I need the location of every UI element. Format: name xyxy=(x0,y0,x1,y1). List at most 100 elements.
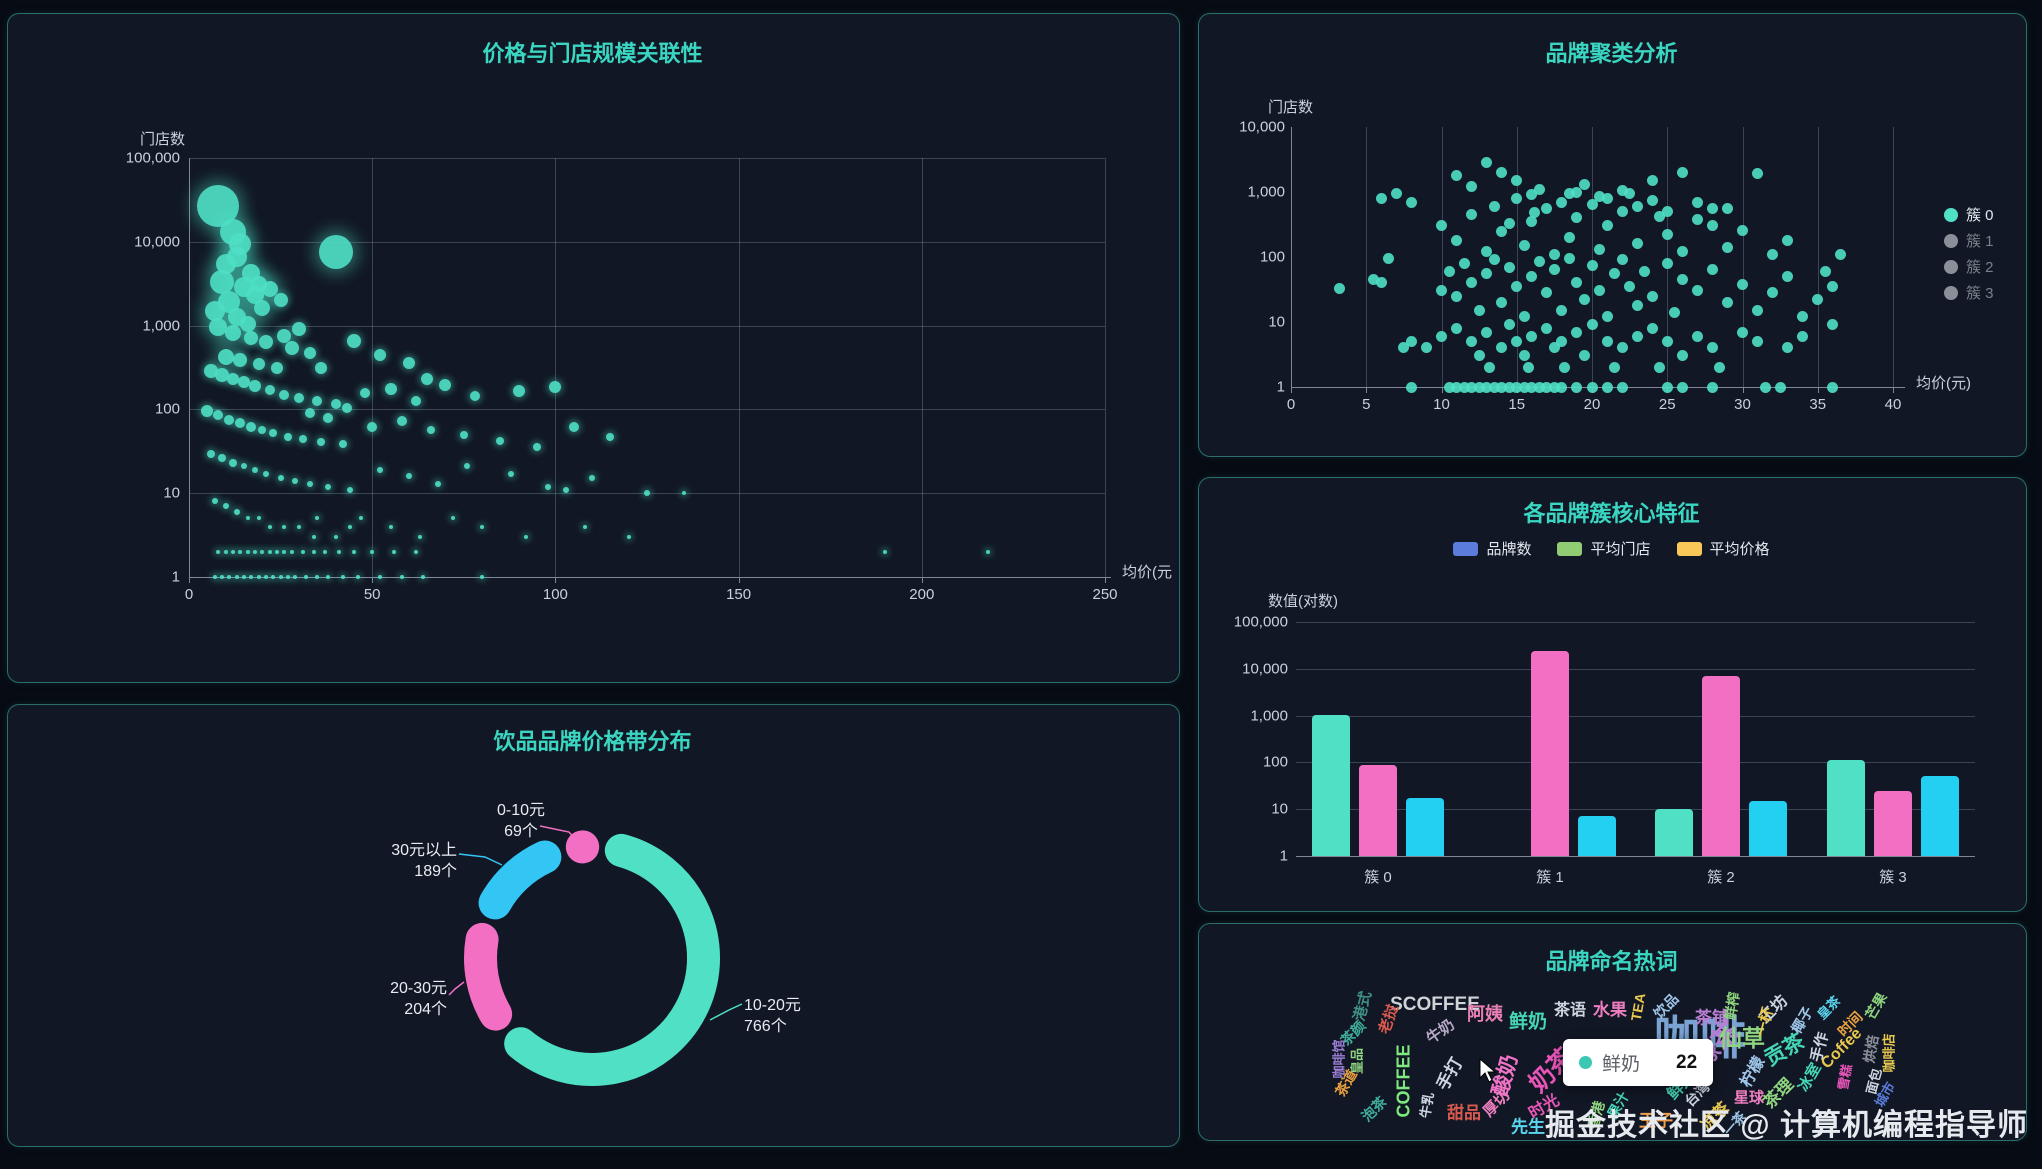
scatter-point[interactable] xyxy=(1518,311,1530,323)
scatter-point[interactable] xyxy=(217,349,234,366)
scatter-point[interactable] xyxy=(282,524,287,529)
scatter-point[interactable] xyxy=(333,535,338,540)
scatter-point[interactable] xyxy=(216,549,221,554)
wordcloud-word[interactable]: 老挝 xyxy=(1375,1002,1403,1037)
scatter-point[interactable] xyxy=(1563,252,1575,264)
scatter-point[interactable] xyxy=(469,390,480,401)
scatter-point[interactable] xyxy=(278,575,283,579)
scatter-point[interactable] xyxy=(273,293,288,308)
scatter-point[interactable] xyxy=(217,454,226,463)
scatter-point[interactable] xyxy=(1571,326,1583,338)
scatter-point[interactable] xyxy=(274,549,279,554)
scatter-point[interactable] xyxy=(248,380,261,393)
scatter-point[interactable] xyxy=(213,410,224,421)
scatter-point[interactable] xyxy=(1759,381,1771,393)
scatter-point[interactable] xyxy=(1691,196,1703,208)
scatter-point[interactable] xyxy=(346,334,361,349)
scatter-point[interactable] xyxy=(263,575,268,579)
scatter-point[interactable] xyxy=(230,549,235,554)
scatter-point[interactable] xyxy=(1578,350,1590,362)
scatter-point[interactable] xyxy=(464,463,471,470)
scatter-point[interactable] xyxy=(1529,207,1541,219)
scatter-point[interactable] xyxy=(1782,234,1794,246)
wordcloud-word[interactable]: 手打 xyxy=(1433,1054,1467,1094)
legend-item-平均门店[interactable]: 平均门店 xyxy=(1557,538,1651,559)
scatter-point[interactable] xyxy=(1481,157,1493,169)
scatter-point[interactable] xyxy=(1481,246,1493,258)
scatter-point[interactable] xyxy=(524,535,529,540)
scatter-point[interactable] xyxy=(1601,220,1613,232)
scatter-point[interactable] xyxy=(267,524,272,529)
scatter-point[interactable] xyxy=(435,480,442,487)
scatter-point[interactable] xyxy=(224,414,235,425)
scatter-point[interactable] xyxy=(238,549,243,554)
scatter-point[interactable] xyxy=(256,516,261,521)
scatter-point[interactable] xyxy=(1594,244,1606,256)
scatter-point[interactable] xyxy=(549,381,562,393)
scatter-point[interactable] xyxy=(1503,217,1515,229)
scatter-point[interactable] xyxy=(264,385,275,396)
scatter-point[interactable] xyxy=(1737,278,1748,290)
bar-平均价格-簇 2[interactable] xyxy=(1749,800,1787,856)
scatter-point[interactable] xyxy=(1405,196,1417,208)
scatter-point[interactable] xyxy=(337,549,342,554)
scatter-point[interactable] xyxy=(1571,212,1583,224)
wordcloud-word[interactable]: 茶语 xyxy=(1553,1002,1587,1019)
scatter-point[interactable] xyxy=(533,442,542,451)
scatter-point[interactable] xyxy=(1654,361,1666,373)
scatter-point[interactable] xyxy=(1706,342,1718,354)
wordcloud-word[interactable]: 阿姨 xyxy=(1467,1004,1503,1024)
scatter-point[interactable] xyxy=(1511,281,1523,293)
scatter-point[interactable] xyxy=(316,437,325,446)
scatter-point[interactable] xyxy=(1526,271,1538,283)
legend-item-平均价格[interactable]: 平均价格 xyxy=(1676,538,1770,559)
scatter-point[interactable] xyxy=(1706,203,1718,215)
scatter-point[interactable] xyxy=(1548,263,1560,275)
scatter-point[interactable] xyxy=(1556,381,1568,393)
donut-slice-10-20元[interactable] xyxy=(504,833,720,1086)
scatter-point[interactable] xyxy=(1661,206,1673,218)
scatter-point[interactable] xyxy=(388,524,393,529)
scatter-point[interactable] xyxy=(644,490,650,497)
scatter-point[interactable] xyxy=(1594,191,1606,203)
wordcloud-word[interactable]: TEA xyxy=(1627,991,1649,1023)
scatter-point[interactable] xyxy=(1473,381,1485,393)
scatter-point[interactable] xyxy=(1661,336,1673,348)
scatter-point[interactable] xyxy=(1714,361,1726,373)
scatter-point[interactable] xyxy=(355,575,360,579)
scatter-point[interactable] xyxy=(1601,192,1613,204)
scatter-point[interactable] xyxy=(1496,225,1508,237)
wordcloud-word[interactable]: 咖啡馆 xyxy=(1331,1039,1347,1079)
bar-平均门店-簇 2[interactable] xyxy=(1702,676,1740,856)
scatter-point[interactable] xyxy=(1556,336,1568,348)
scatter-point[interactable] xyxy=(252,549,257,554)
scatter-point[interactable] xyxy=(1661,229,1673,241)
scatter-point[interactable] xyxy=(235,418,246,429)
scatter-point[interactable] xyxy=(421,373,434,386)
scatter-point[interactable] xyxy=(269,429,278,438)
scatter-point[interactable] xyxy=(883,549,888,554)
scatter-point[interactable] xyxy=(245,286,264,305)
scatter-point[interactable] xyxy=(377,575,382,579)
scatter-point[interactable] xyxy=(1616,185,1628,197)
wordcloud-word[interactable]: 冰室 xyxy=(1795,1060,1825,1095)
scatter-point[interactable] xyxy=(1473,350,1485,362)
bar-平均门店-簇 0[interactable] xyxy=(1359,764,1397,856)
scatter-point[interactable] xyxy=(1631,330,1643,342)
scatter-point[interactable] xyxy=(226,247,247,268)
scatter-point[interactable] xyxy=(258,334,273,349)
scatter-point[interactable] xyxy=(1797,330,1809,342)
scatter-point[interactable] xyxy=(270,362,283,375)
scatter-point[interactable] xyxy=(1571,186,1583,198)
scatter-point[interactable] xyxy=(1691,213,1703,225)
scatter-point[interactable] xyxy=(223,549,228,554)
scatter-point[interactable] xyxy=(1676,350,1688,362)
scatter-point[interactable] xyxy=(1466,336,1478,348)
scatter-point[interactable] xyxy=(1571,277,1583,289)
scatter-point[interactable] xyxy=(1548,381,1560,393)
legend-item-簇1[interactable]: 簇 1 xyxy=(1944,230,1994,251)
scatter-point[interactable] xyxy=(306,480,313,487)
scatter-point[interactable] xyxy=(285,575,290,579)
scatter-point[interactable] xyxy=(1661,381,1673,393)
scatter-point[interactable] xyxy=(206,450,215,459)
